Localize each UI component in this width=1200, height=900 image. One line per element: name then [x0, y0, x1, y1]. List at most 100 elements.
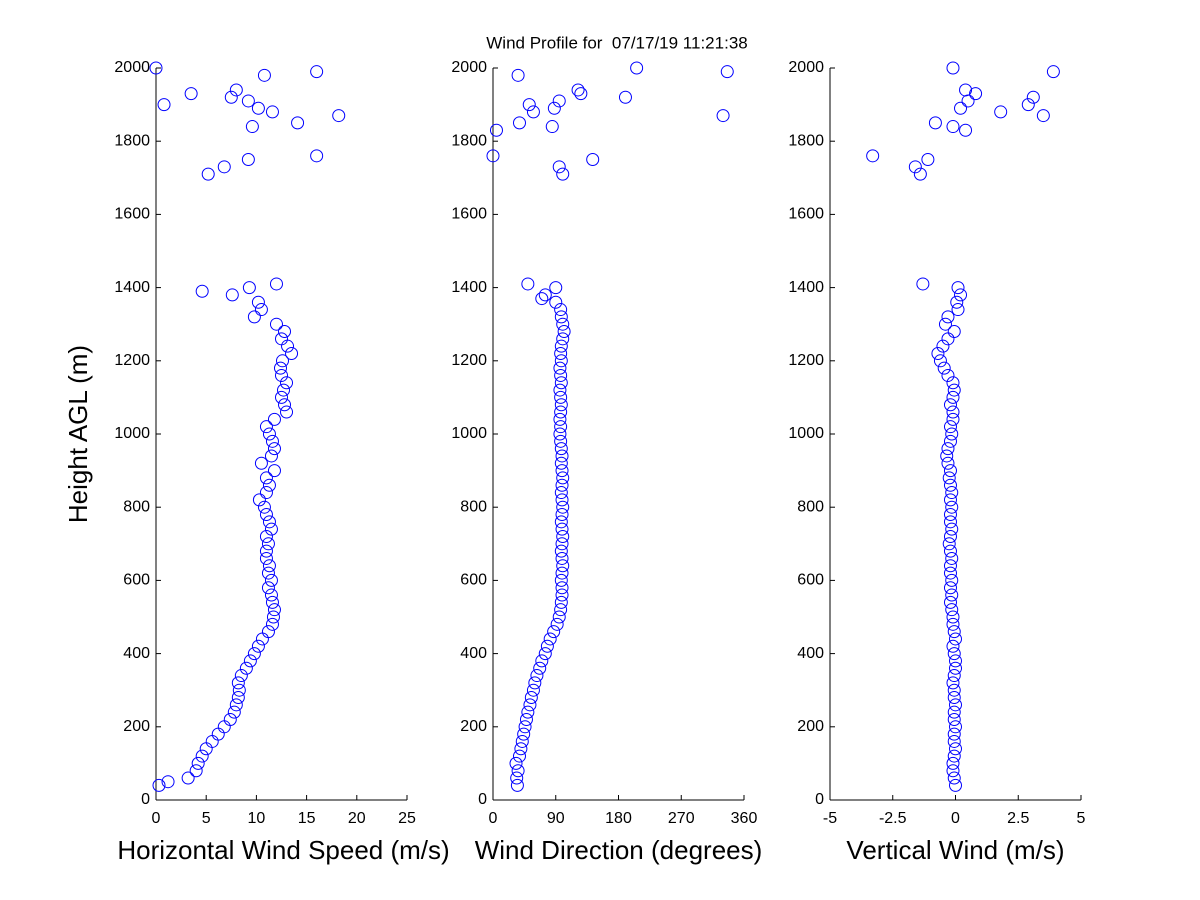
- point: [943, 398, 957, 412]
- point: [554, 603, 568, 617]
- point: [554, 390, 568, 404]
- point: [931, 346, 945, 360]
- y-tick-label: 0: [141, 791, 150, 808]
- point: [949, 654, 962, 668]
- point: [543, 632, 557, 646]
- point: [554, 368, 568, 382]
- point: [262, 559, 276, 573]
- point: [946, 764, 960, 778]
- point: [945, 500, 959, 514]
- point: [943, 559, 957, 573]
- point: [554, 544, 568, 558]
- x-tick-label: 0: [951, 810, 960, 827]
- point: [1036, 109, 1050, 123]
- y-tick-label: 800: [797, 498, 824, 515]
- point: [942, 537, 956, 551]
- point: [510, 771, 524, 785]
- point: [556, 317, 570, 331]
- point: [547, 625, 561, 639]
- point: [945, 603, 959, 617]
- point: [950, 295, 964, 309]
- x-tick-label: -2.5: [879, 810, 907, 827]
- point: [555, 508, 569, 522]
- y-tick-label: 600: [460, 572, 487, 589]
- point: [949, 661, 962, 675]
- point: [946, 405, 960, 419]
- point: [941, 456, 955, 470]
- point: [913, 167, 927, 181]
- y-tick-label: 1400: [451, 279, 487, 296]
- point: [554, 434, 568, 448]
- point: [946, 390, 960, 404]
- point: [554, 405, 568, 419]
- point: [275, 332, 288, 346]
- point: [251, 295, 265, 309]
- point: [269, 317, 283, 331]
- point: [275, 368, 288, 382]
- point: [231, 676, 245, 690]
- point: [555, 581, 569, 595]
- point: [273, 361, 287, 375]
- point: [946, 617, 960, 631]
- point: [946, 756, 960, 770]
- point: [553, 427, 567, 441]
- point: [512, 749, 526, 763]
- point: [554, 310, 568, 324]
- point: [555, 493, 569, 507]
- point: [947, 383, 961, 397]
- point: [942, 471, 956, 485]
- point: [512, 116, 526, 130]
- point: [259, 471, 273, 485]
- point: [519, 712, 533, 726]
- point: [554, 354, 568, 368]
- x-tick-label: 0: [152, 810, 161, 827]
- point: [184, 87, 198, 101]
- y-tick-label: 1800: [114, 132, 150, 149]
- y-tick-label: 2000: [114, 59, 150, 76]
- point: [553, 361, 567, 375]
- point: [262, 427, 276, 441]
- point: [720, 65, 734, 79]
- point: [538, 288, 552, 302]
- point: [946, 376, 960, 390]
- point: [195, 749, 209, 763]
- point: [946, 610, 960, 624]
- y-tick-label: 1200: [114, 352, 150, 369]
- point: [278, 325, 292, 339]
- point: [555, 537, 569, 551]
- point: [557, 325, 571, 339]
- point: [586, 153, 600, 166]
- y-tick-label: 600: [797, 572, 824, 589]
- x-tick-label: -5: [823, 810, 837, 827]
- y-tick-label: 1800: [788, 132, 824, 149]
- point: [521, 705, 535, 719]
- point: [523, 698, 537, 712]
- point: [280, 405, 294, 419]
- point: [945, 486, 959, 500]
- point: [949, 778, 962, 792]
- point: [1046, 65, 1060, 79]
- point: [949, 742, 962, 756]
- point: [941, 310, 955, 324]
- point: [257, 68, 271, 82]
- point: [945, 588, 959, 602]
- point: [943, 478, 957, 492]
- point: [509, 756, 523, 770]
- point: [556, 332, 570, 346]
- y-tick-label: 1200: [788, 352, 824, 369]
- point: [243, 654, 257, 668]
- point: [949, 720, 962, 734]
- point: [554, 595, 568, 609]
- point: [555, 588, 569, 602]
- point: [265, 595, 279, 609]
- point: [916, 277, 930, 291]
- x-axis-label: Vertical Wind (m/s): [846, 835, 1064, 865]
- y-tick-label: 1200: [451, 352, 487, 369]
- point: [1026, 90, 1040, 104]
- point: [555, 551, 569, 565]
- point: [261, 625, 275, 639]
- point: [223, 712, 237, 726]
- point: [961, 94, 975, 108]
- x-tick-label: 2.5: [1007, 810, 1029, 827]
